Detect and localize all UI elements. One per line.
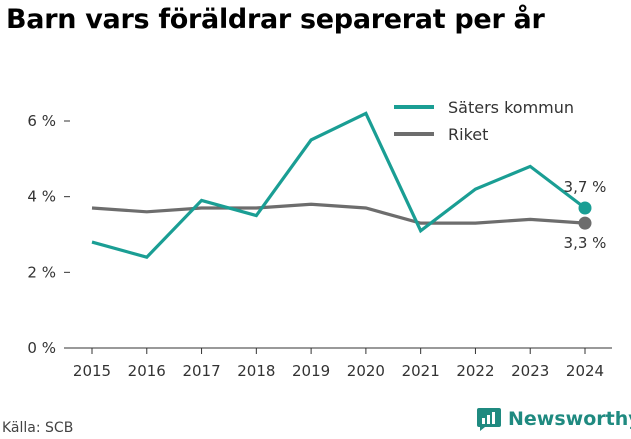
- x-tick-label: 2019: [292, 362, 330, 380]
- x-tick-label: 2018: [237, 362, 275, 380]
- x-tick-label: 2015: [73, 362, 111, 380]
- y-tick-label: 4 %: [27, 188, 56, 206]
- y-axis: 0 % 2 % 4 % 6 %: [27, 112, 70, 357]
- source-note: Källa: SCB: [2, 420, 74, 436]
- x-tick-label: 2024: [566, 362, 604, 380]
- x-tick-label: 2017: [182, 362, 220, 380]
- legend-label: Riket: [448, 125, 488, 144]
- x-tick-label: 2020: [347, 362, 385, 380]
- y-tick-label: 2 %: [27, 263, 56, 281]
- series-end-point: [578, 201, 592, 215]
- legend: Säters kommun Riket: [394, 98, 574, 144]
- series-end-point: [578, 216, 592, 230]
- newsworthy-logo-icon: [477, 408, 501, 431]
- x-tick-label: 2021: [402, 362, 440, 380]
- brand-name: Newsworthy: [508, 408, 631, 430]
- x-tick-label: 2016: [128, 362, 166, 380]
- x-tick-label: 2023: [511, 362, 549, 380]
- series-line-riket: [91, 202, 586, 225]
- brand-logo: Newsworthy: [476, 406, 631, 432]
- series-line-saters-kommun: [91, 111, 586, 259]
- chart-title: Barn vars föräldrar separerat per år: [6, 4, 545, 35]
- series-end-label: 3,7 %: [564, 178, 607, 196]
- x-axis: 2015 2016 2017 2018 2019 2020 2021 2022 2023 2024: [66, 347, 612, 380]
- y-tick-label: 0 %: [27, 339, 56, 357]
- legend-label: Säters kommun: [448, 98, 574, 117]
- series-lines: 3,3 % 3,7 %: [91, 111, 607, 259]
- y-tick-label: 6 %: [27, 112, 56, 130]
- series-end-label: 3,3 %: [564, 234, 607, 252]
- x-tick-label: 2022: [456, 362, 494, 380]
